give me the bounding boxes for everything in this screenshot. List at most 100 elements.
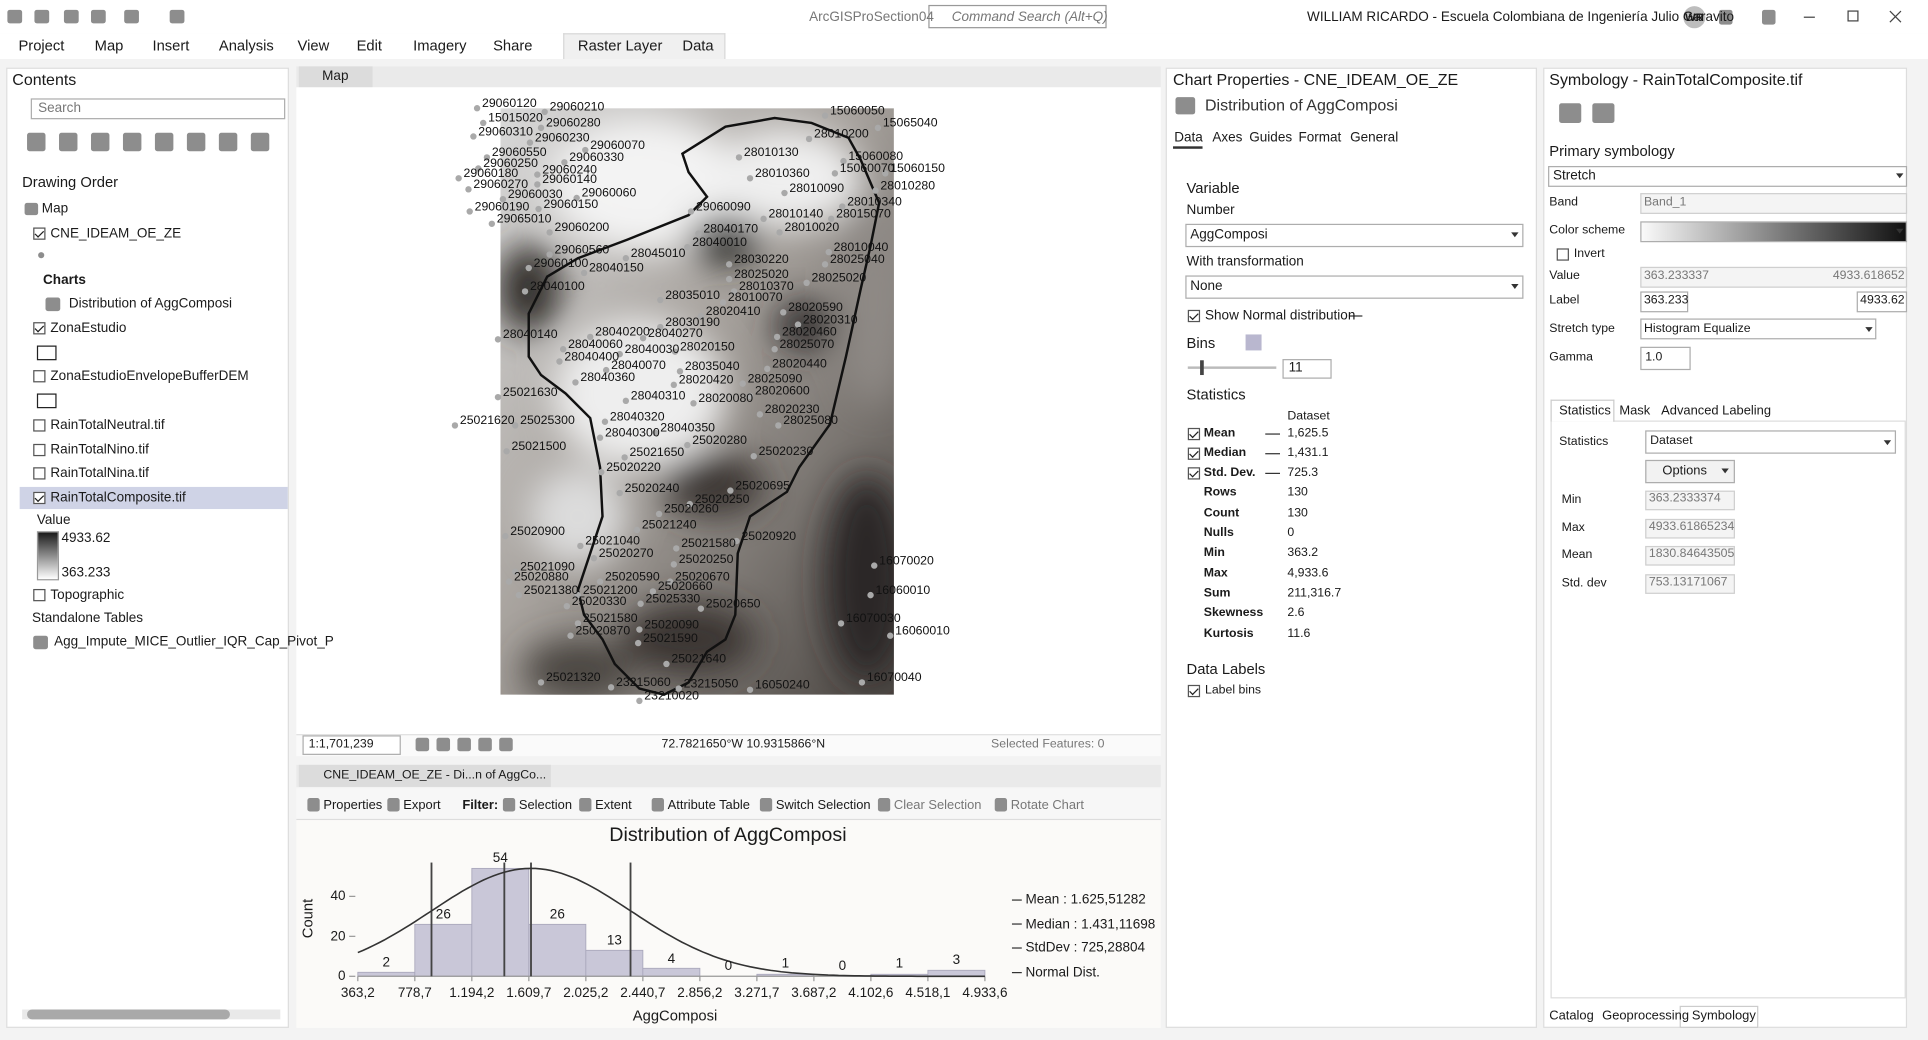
tree-item[interactable]: ZonaEstudio — [50, 320, 127, 336]
ribbon-tab[interactable]: View — [297, 36, 330, 55]
quick-access-icon[interactable] — [7, 9, 23, 24]
field-value[interactable]: 11 — [1288, 360, 1303, 376]
toolbar-button[interactable]: Extent — [595, 798, 632, 813]
checkbox[interactable] — [1187, 467, 1201, 480]
tree-item[interactable]: RainTotalNeutral.tif — [50, 418, 165, 433]
map-icon[interactable] — [24, 202, 39, 216]
dock-tab[interactable]: Symbology — [1691, 1008, 1756, 1024]
tab[interactable]: Data — [1174, 130, 1203, 146]
stretch-type-field[interactable] — [1640, 318, 1877, 340]
button-label[interactable]: Options — [1662, 463, 1707, 479]
tab[interactable]: General — [1350, 130, 1399, 146]
dropdown-arrow[interactable] — [1896, 173, 1904, 179]
ribbon-tab[interactable]: Project — [18, 36, 65, 55]
quick-access-icon[interactable] — [169, 9, 185, 24]
tab-label[interactable]: CNE_IDEAM_OE_ZE - Di...n of AggCo... — [323, 768, 547, 783]
ribbon-tab[interactable]: Insert — [152, 36, 190, 55]
tree-item[interactable]: Value — [36, 512, 71, 528]
statistics-field[interactable] — [1645, 430, 1897, 454]
chart-icon[interactable] — [45, 297, 61, 312]
toolbar-button[interactable]: Selection — [518, 798, 573, 813]
toolbar-button[interactable]: Attribute Table — [667, 798, 750, 813]
bins-color[interactable] — [1245, 334, 1262, 351]
toolbar-icon[interactable] — [387, 798, 400, 812]
map-nav-tool[interactable] — [499, 737, 513, 752]
tab[interactable]: Advanced Labeling — [1661, 403, 1772, 419]
color-scheme-field[interactable] — [1640, 221, 1908, 243]
checkbox[interactable] — [33, 370, 46, 383]
bins-slider[interactable] — [1187, 360, 1277, 376]
ribbon-tab[interactable]: Data — [682, 36, 714, 55]
title-icon[interactable] — [1762, 9, 1776, 25]
tree-item[interactable]: Map — [41, 201, 69, 217]
toolbar-icon[interactable] — [994, 798, 1008, 812]
tree-item[interactable]: Topographic — [50, 587, 125, 603]
toolbar-icon[interactable] — [651, 798, 664, 812]
search-placeholder[interactable]: Search — [38, 100, 81, 116]
dropdown-arrow[interactable] — [1883, 440, 1892, 446]
tab[interactable]: Statistics — [1559, 403, 1611, 419]
dropdown-arrow[interactable] — [1721, 468, 1729, 474]
chart-tab[interactable] — [298, 764, 551, 787]
checkbox[interactable] — [33, 419, 46, 432]
tree-item[interactable]: ZonaEstudioEnvelopeBufferDEM — [50, 368, 249, 384]
tree-item[interactable]: 363.233 — [61, 565, 111, 581]
tab[interactable]: Mask — [1619, 403, 1651, 419]
ribbon-tab[interactable]: Share — [493, 36, 533, 55]
tree-item[interactable]: Distribution of AggComposi — [68, 296, 233, 312]
toolbar-button[interactable]: Rotate Chart — [1010, 798, 1084, 813]
field-value[interactable]: 1.0 — [1645, 350, 1663, 364]
label-max-field[interactable] — [1856, 291, 1908, 313]
map-nav-tool[interactable] — [436, 737, 451, 752]
quick-access-icon[interactable] — [63, 9, 79, 24]
tab[interactable]: Format — [1298, 130, 1342, 146]
toolbar-icon[interactable] — [579, 798, 592, 812]
checkbox[interactable] — [33, 467, 46, 480]
tab[interactable]: Guides — [1249, 130, 1293, 146]
map-scale[interactable]: 1:1,701,239 — [308, 737, 374, 752]
toolbar-icon[interactable] — [877, 798, 891, 812]
options-button[interactable] — [1645, 459, 1735, 484]
tree-item[interactable]: RainTotalNina.tif — [50, 466, 149, 481]
ribbon-tab[interactable]: Raster Layer — [577, 36, 663, 55]
table-icon[interactable] — [33, 635, 48, 650]
field-value[interactable]: AggComposi — [1190, 227, 1268, 243]
checkbox[interactable] — [1187, 427, 1201, 441]
chart-icon[interactable] — [1175, 97, 1196, 115]
command-search[interactable] — [928, 4, 1107, 29]
tree-item[interactable]: RainTotalComposite.tif — [50, 490, 186, 506]
contents-tool[interactable] — [90, 132, 110, 152]
checkbox[interactable] — [1556, 248, 1569, 261]
dropdown-arrow[interactable] — [1511, 232, 1519, 238]
checkbox[interactable] — [33, 322, 46, 335]
field-value[interactable]: Dataset — [1650, 434, 1693, 448]
contents-tool[interactable] — [250, 132, 270, 152]
scrollbar[interactable] — [22, 1009, 281, 1020]
contents-tool[interactable] — [27, 132, 46, 152]
toolbar-icon[interactable] — [759, 798, 773, 812]
checkbox[interactable] — [1187, 309, 1201, 323]
field-value[interactable]: Histogram Equalize — [1643, 322, 1751, 336]
ribbon-tab[interactable]: Edit — [356, 36, 383, 55]
ribbon-tab[interactable]: Imagery — [413, 36, 467, 55]
checkbox[interactable] — [1187, 684, 1201, 698]
toolbar-button[interactable]: Clear Selection — [893, 798, 982, 813]
field-value[interactable]: 363.233 — [1643, 293, 1689, 308]
tab-label[interactable]: Map — [322, 68, 349, 84]
dropdown-arrow[interactable] — [1865, 327, 1873, 332]
label-min-field[interactable] — [1640, 291, 1689, 313]
gamma-field[interactable] — [1640, 346, 1691, 371]
dock-tab[interactable]: Geoprocessing — [1602, 1008, 1689, 1024]
toolbar-button[interactable]: Properties — [323, 798, 383, 813]
tree-item[interactable]: 4933.62 — [61, 531, 111, 546]
number-field[interactable] — [1185, 223, 1524, 248]
ribbon-tab[interactable]: Analysis — [218, 36, 274, 55]
contents-tool[interactable] — [59, 132, 78, 152]
scale-box[interactable] — [302, 735, 401, 755]
quick-access-icon[interactable] — [34, 9, 50, 24]
primary-symbology-tab[interactable] — [1559, 103, 1582, 123]
checkbox[interactable] — [1187, 447, 1201, 460]
map-tab[interactable] — [298, 66, 373, 88]
tree-item[interactable]: Agg_Impute_MICE_Outlier_IQR_Cap_Pivot_P — [54, 634, 334, 650]
checkbox[interactable] — [33, 443, 46, 457]
